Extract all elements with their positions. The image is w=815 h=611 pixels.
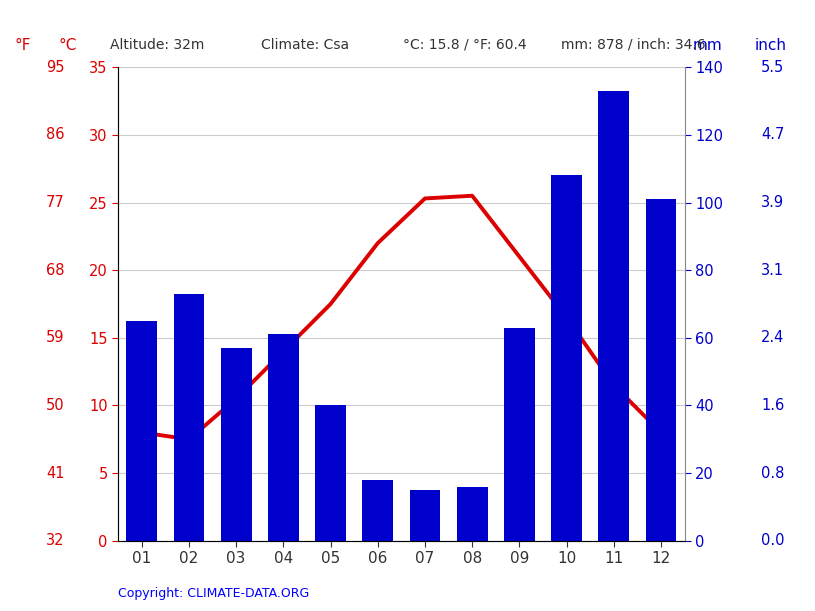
Text: 32: 32 [46,533,64,548]
Text: Copyright: CLIMATE-DATA.ORG: Copyright: CLIMATE-DATA.ORG [118,587,310,601]
Text: 3.1: 3.1 [761,263,784,277]
Text: Climate: Csa: Climate: Csa [261,38,349,51]
Bar [221,348,252,541]
Text: 41: 41 [46,466,64,481]
Text: inch: inch [754,38,786,53]
Text: 3.9: 3.9 [761,195,784,210]
Text: 68: 68 [46,263,64,277]
Text: 2.4: 2.4 [761,331,785,345]
Bar [504,327,535,541]
Bar [551,175,582,541]
Text: mm: mm [693,38,722,53]
Text: °C: 15.8 / °F: 60.4: °C: 15.8 / °F: 60.4 [403,38,527,51]
Text: 50: 50 [46,398,64,413]
Text: 95: 95 [46,60,64,75]
Bar [126,321,157,541]
Bar [363,480,393,541]
Text: Altitude: 32m: Altitude: 32m [110,38,205,51]
Text: 4.7: 4.7 [761,127,785,142]
Bar [645,199,676,541]
Text: 0.8: 0.8 [761,466,785,481]
Text: 1.6: 1.6 [761,398,784,413]
Text: 5.5: 5.5 [761,60,784,75]
Bar [174,294,205,541]
Bar [457,486,487,541]
Text: mm: 878 / inch: 34.6: mm: 878 / inch: 34.6 [561,38,705,51]
Text: °C: °C [59,38,77,53]
Bar [598,91,629,541]
Text: 0.0: 0.0 [761,533,785,548]
Text: °F: °F [15,38,31,53]
Bar [315,406,346,541]
Text: 59: 59 [46,331,64,345]
Text: 77: 77 [46,195,64,210]
Text: 86: 86 [46,127,64,142]
Bar [410,490,440,541]
Bar [268,334,299,541]
